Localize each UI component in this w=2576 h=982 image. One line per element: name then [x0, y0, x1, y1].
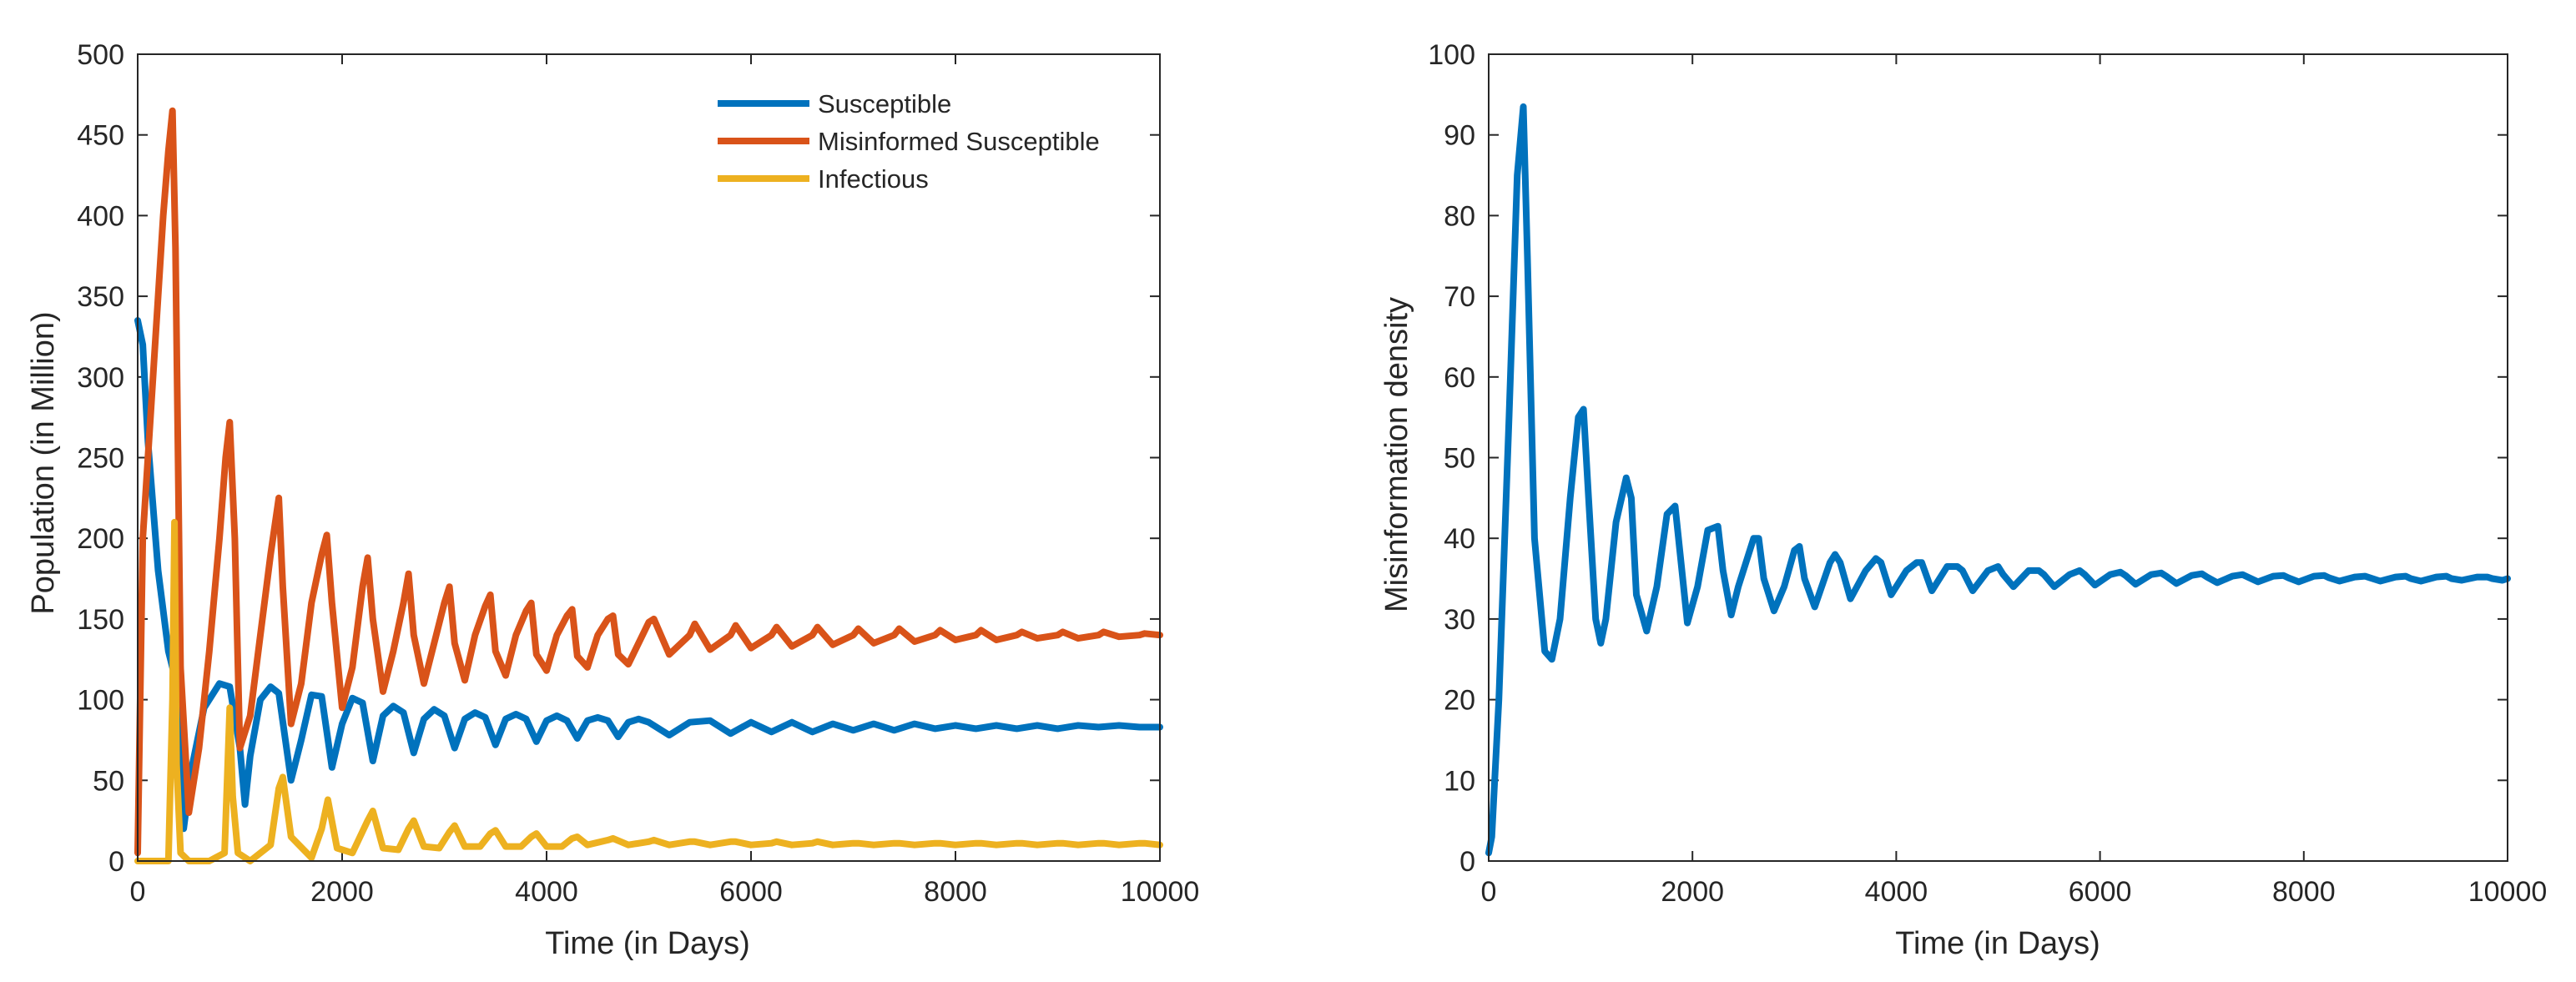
- population-y-tick-label: 250: [77, 443, 124, 475]
- misinformation-y-tick-label: 40: [1444, 523, 1475, 555]
- misinformation-y-tick-label: 50: [1444, 443, 1475, 475]
- population-y-tick-label: 450: [77, 120, 124, 152]
- population-series-susceptible: [134, 317, 1163, 833]
- misinformation-x-tick-label: 10000: [2468, 876, 2548, 908]
- misinformation-y-tick-label: 60: [1444, 362, 1475, 394]
- misinformation-y-tick-label: 80: [1444, 200, 1475, 232]
- misinformation-x-tick-label: 4000: [1865, 876, 1928, 908]
- misinformation-x-tick-label: 8000: [2272, 876, 2336, 908]
- population-y-tick-label: 0: [108, 846, 124, 878]
- misinformation-y-tick-label: 100: [1428, 39, 1475, 71]
- legend-label: Misinformed Susceptible: [818, 127, 1100, 156]
- population-x-tick-label: 8000: [924, 876, 987, 908]
- misinformation-y-tick-label: 10: [1444, 765, 1475, 797]
- misinformation-tick-labels: 0 2000 4000 6000 8000 10000 0 10 20 30 40 50 60 70 80 9…: [1428, 39, 2547, 908]
- misinformation-chart: 0 2000 4000 6000 8000 10000 0 10 20 30 40 50 60 70 80 9…: [1379, 39, 2547, 961]
- population-y-tick-label: 300: [77, 362, 124, 394]
- misinformation-plot-area: [1489, 54, 2508, 861]
- misinformation-axes-frame: [1488, 53, 2508, 862]
- population-frame-box: [137, 53, 1161, 862]
- population-series-misinformed-susceptible: [134, 107, 1163, 857]
- population-tick-labels: 0 2000 4000 6000 8000 10000 0 50 100 150 200 250 300…: [77, 39, 1199, 908]
- misinformation-y-tick-label: 20: [1444, 685, 1475, 717]
- misinformation-frame-box: [1488, 53, 2508, 862]
- population-y-tick-label: 400: [77, 200, 124, 232]
- misinformation-series-layer: [1485, 103, 2511, 857]
- population-y-tick-label: 50: [93, 765, 124, 797]
- misinformation-y-tick-label: 90: [1444, 120, 1475, 152]
- misinformation-plot-background: [1489, 54, 2508, 861]
- misinformation-x-tick-label: 6000: [2069, 876, 2132, 908]
- misinformation-x-axis-label: Time (in Days): [1895, 926, 2100, 961]
- misinformation-x-tick-label: 0: [1481, 876, 1497, 908]
- misinformation-y-tick-label: 70: [1444, 281, 1475, 313]
- misinformation-series-misinformation-density: [1485, 103, 2511, 857]
- population-axes-frame: [137, 53, 1161, 862]
- misinformation-y-tick-label: 30: [1444, 604, 1475, 636]
- misinformation-y-tick-label: 0: [1459, 846, 1475, 878]
- population-x-tick-label: 2000: [310, 876, 374, 908]
- population-x-axis-label: Time (in Days): [545, 926, 750, 961]
- population-y-tick-label: 100: [77, 685, 124, 717]
- population-chart: 0 2000 4000 6000 8000 10000 0 50 100 150 200 250 300…: [26, 39, 1199, 961]
- population-x-tick-label: 4000: [515, 876, 578, 908]
- misinformation-y-axis-label: Misinformation density: [1379, 297, 1414, 612]
- population-y-tick-label: 500: [77, 39, 124, 71]
- misinformation-x-tick-label: 2000: [1661, 876, 1724, 908]
- population-series-layer: [134, 107, 1163, 864]
- population-x-tick-label: 0: [130, 876, 146, 908]
- population-legend: Susceptible Misinformed Susceptible Infect…: [709, 77, 1143, 206]
- population-x-tick-label: 10000: [1121, 876, 1200, 908]
- legend-label: Infectious: [818, 164, 929, 194]
- population-y-tick-label: 200: [77, 523, 124, 555]
- population-y-axis-label: Population (in Million): [26, 311, 61, 614]
- population-y-tick-label: 150: [77, 604, 124, 636]
- population-y-tick-label: 350: [77, 281, 124, 313]
- legend-label: Susceptible: [818, 89, 951, 118]
- population-x-tick-label: 6000: [719, 876, 783, 908]
- population-series-infectious: [134, 518, 1163, 864]
